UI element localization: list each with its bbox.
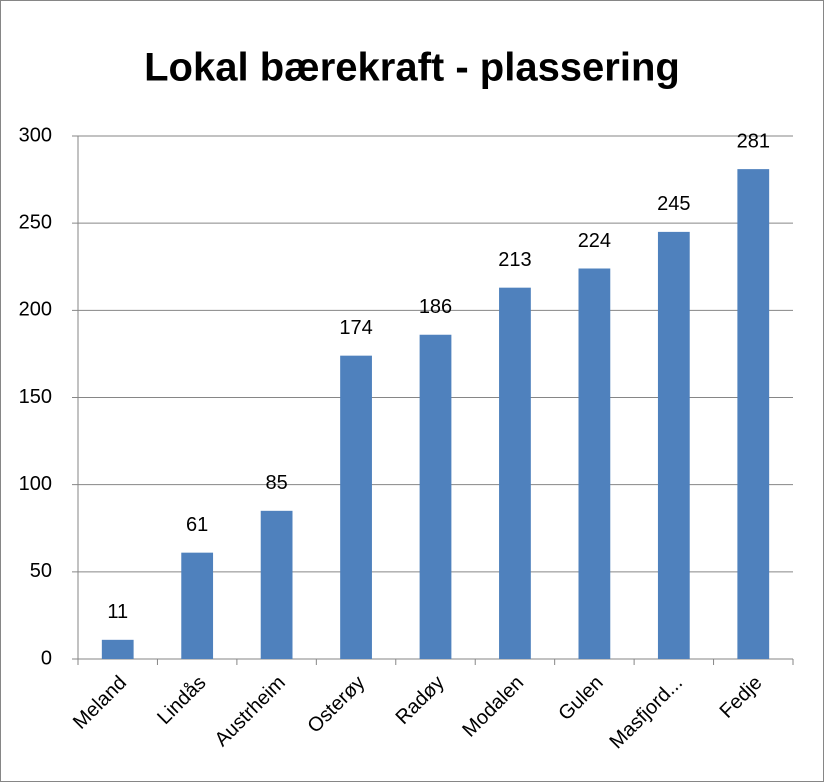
y-tick-label: 250 [19, 211, 52, 233]
y-tick-label: 150 [19, 386, 52, 408]
data-label: 174 [339, 317, 372, 339]
data-label: 186 [419, 296, 452, 318]
bar [499, 287, 531, 659]
data-label: 213 [498, 249, 531, 271]
data-label: 11 [107, 601, 128, 623]
y-tick-label: 200 [19, 299, 52, 321]
y-tick-label: 100 [19, 473, 52, 495]
y-tick-label: 50 [30, 560, 52, 582]
y-tick-label: 300 [19, 124, 52, 146]
bar [101, 639, 134, 659]
data-label: 245 [657, 193, 690, 215]
data-label: 224 [578, 230, 611, 252]
bar [657, 231, 690, 659]
data-label: 61 [186, 514, 208, 536]
bar [419, 334, 452, 659]
bar [260, 510, 293, 659]
y-tick-label: 0 [41, 647, 52, 669]
bar [737, 169, 770, 659]
data-label: 85 [265, 472, 287, 494]
bar [181, 552, 214, 659]
chart-title: Lokal bærekraft - plassering [144, 46, 680, 90]
data-label: 281 [737, 130, 770, 152]
bar [340, 355, 372, 659]
bar [578, 268, 611, 659]
